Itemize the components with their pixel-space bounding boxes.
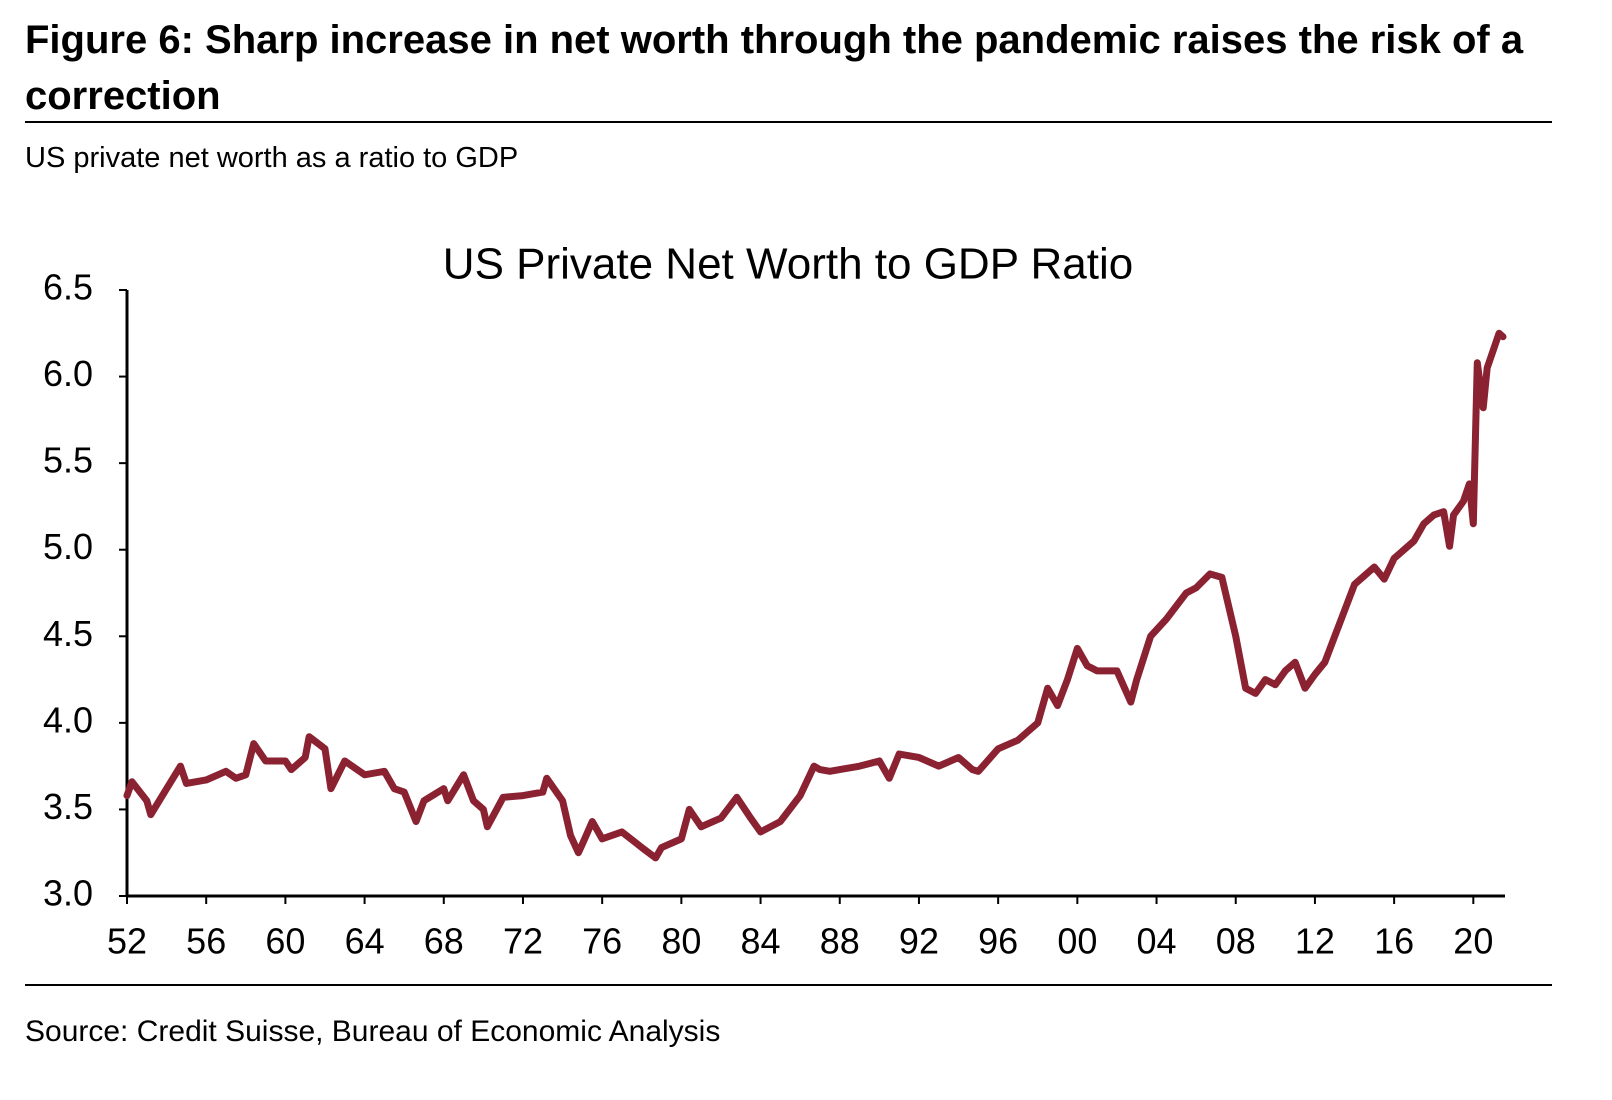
- x-tick-label: 16: [1374, 921, 1414, 962]
- source: Source: Credit Suisse, Bureau of Economi…: [25, 1015, 721, 1048]
- y-tick-label: 6.0: [43, 353, 93, 394]
- x-tick-label: 96: [978, 921, 1018, 962]
- y-tick-label: 4.0: [43, 699, 93, 740]
- rule: [25, 984, 1552, 986]
- x-tick-label: 52: [107, 921, 147, 962]
- y-tick-label: 3.0: [43, 873, 93, 914]
- x-tick-label: 20: [1453, 921, 1493, 962]
- y-tick-label: 6.5: [43, 267, 93, 308]
- x-tick-label: 80: [661, 921, 701, 962]
- y-tick-label: 4.5: [43, 613, 93, 654]
- x-tick-label: 60: [265, 921, 305, 962]
- chart-title: US Private Net Worth to GDP Ratio: [443, 240, 1133, 289]
- y-tick-label: 3.5: [43, 786, 93, 827]
- x-tick-label: 92: [899, 921, 939, 962]
- x-tick-label: 84: [741, 921, 781, 962]
- x-tick-label: 88: [820, 921, 860, 962]
- x-tick-label: 04: [1137, 921, 1177, 962]
- x-tick-label: 76: [582, 921, 622, 962]
- y-tick-label: 5.5: [43, 440, 93, 481]
- x-tick-label: 68: [424, 921, 464, 962]
- figure-title: Figure 6: Sharp increase in net worth th…: [25, 18, 1524, 118]
- chart: US Private Net Worth to GDP Ratio 3.0 3.5…: [43, 240, 1507, 962]
- x-tick-label: 72: [503, 921, 543, 962]
- x-tick-label: 56: [186, 921, 226, 962]
- x-tick-label: 64: [345, 921, 385, 962]
- x-tick-label: 00: [1057, 921, 1097, 962]
- data-line: [123, 329, 1507, 862]
- y-tick-label: 5.0: [43, 526, 93, 567]
- subtitle: US private net worth as a ratio to GDP: [25, 142, 519, 174]
- x-tick-label: 08: [1216, 921, 1256, 962]
- x-tick-label: 12: [1295, 921, 1335, 962]
- rule: [25, 121, 1552, 123]
